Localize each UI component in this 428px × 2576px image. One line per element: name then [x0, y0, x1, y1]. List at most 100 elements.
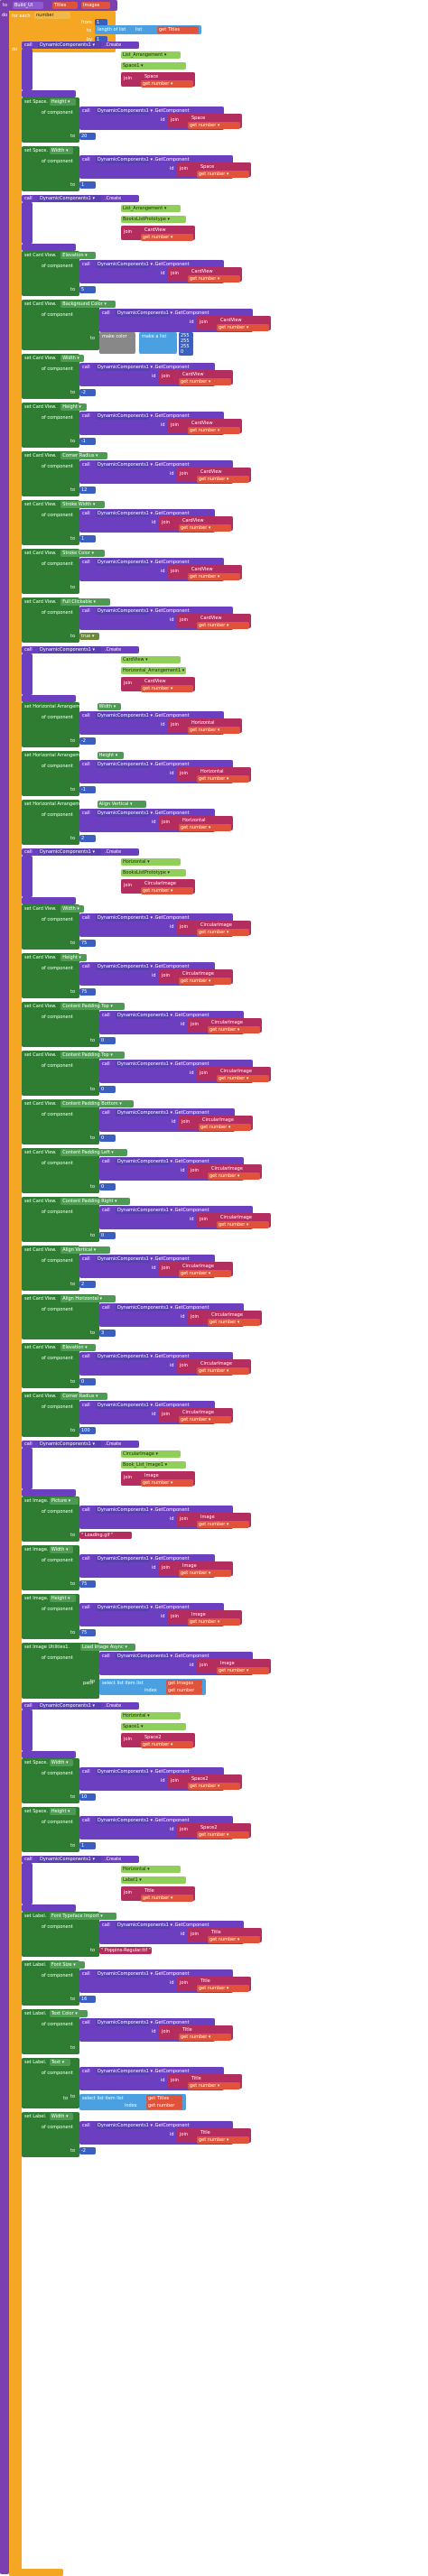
property-pill[interactable]: [49, 1961, 85, 1969]
dyn-components-pill[interactable]: [96, 107, 150, 115]
number-value-pill[interactable]: [79, 438, 96, 445]
set-block-32[interactable]: [22, 1643, 99, 1699]
dyn-components-pill[interactable]: [116, 1061, 170, 1068]
property-pill[interactable]: [60, 905, 85, 913]
id-text-pill[interactable]: [143, 73, 173, 80]
dyn-components-pill[interactable]: [96, 1817, 150, 1824]
property-pill[interactable]: [60, 1100, 134, 1107]
number-value-pill[interactable]: [79, 835, 96, 842]
property-pill[interactable]: [97, 752, 124, 759]
id-text-pill[interactable]: [190, 1775, 220, 1783]
get-number-pill[interactable]: [188, 122, 240, 129]
procedure-name-pill[interactable]: [13, 2, 43, 9]
property-pill[interactable]: [60, 1246, 111, 1254]
dyn-components-pill[interactable]: [116, 1922, 170, 1929]
dyn-components-pill[interactable]: [96, 156, 150, 163]
id-text-pill[interactable]: [143, 227, 173, 234]
get-number-pill[interactable]: [217, 324, 269, 331]
dyn-components-pill[interactable]: [96, 559, 150, 566]
dyn-components-pill[interactable]: [96, 1768, 150, 1775]
id-text-pill[interactable]: [181, 2026, 211, 2034]
get-number-pill[interactable]: [141, 1895, 193, 1902]
white-color-swatch[interactable]: [79, 2044, 92, 2053]
number-value-pill[interactable]: [79, 1281, 96, 1288]
get-number-pill[interactable]: [208, 1319, 260, 1326]
id-text-pill[interactable]: [143, 678, 173, 685]
in-component-pill[interactable]: [121, 1866, 181, 1873]
property-pill[interactable]: [60, 355, 85, 362]
number-value-pill[interactable]: [79, 988, 96, 996]
get-number-pill[interactable]: [179, 978, 231, 985]
number-value-pill[interactable]: [79, 786, 96, 793]
id-text-pill[interactable]: [181, 817, 211, 824]
number-value-pill[interactable]: [79, 1427, 96, 1434]
get-number-pill[interactable]: [179, 1270, 231, 1277]
get-number-pill[interactable]: [141, 80, 193, 88]
number-value-pill[interactable]: [79, 737, 96, 745]
dyn-components-pill[interactable]: [96, 963, 150, 970]
get-number-pill[interactable]: [197, 622, 249, 629]
text-value-pill[interactable]: [79, 1532, 132, 1539]
dyn-components-pill[interactable]: [96, 510, 150, 517]
id-text-pill[interactable]: [143, 1887, 173, 1895]
set-block-14[interactable]: [22, 751, 79, 796]
dyn-components-pill[interactable]: [38, 1441, 101, 1448]
get-number-pill[interactable]: [197, 1367, 249, 1375]
in-component-pill[interactable]: [121, 858, 181, 866]
id-text-pill[interactable]: [199, 468, 229, 476]
get-number-pill[interactable]: [199, 1124, 251, 1131]
number-value-pill[interactable]: [99, 1232, 116, 1239]
by-value-pill[interactable]: [95, 36, 107, 43]
id-text-pill[interactable]: [209, 1311, 240, 1319]
number-value-pill[interactable]: [79, 940, 96, 947]
property-pill[interactable]: [60, 1295, 116, 1302]
get-list-pill[interactable]: [166, 1680, 202, 1687]
get-number-pill[interactable]: [197, 1831, 249, 1839]
get-number-pill[interactable]: [141, 887, 193, 894]
get-number-pill[interactable]: [208, 1026, 260, 1033]
id-text-pill[interactable]: [190, 2075, 220, 2082]
dyn-components-pill[interactable]: [96, 2068, 150, 2075]
get-number-pill[interactable]: [188, 427, 240, 434]
dyn-components-pill[interactable]: [96, 461, 150, 468]
get-number-pill[interactable]: [197, 2136, 249, 2144]
number-value-pill[interactable]: [79, 133, 96, 140]
number-value-pill[interactable]: [79, 1842, 96, 1849]
number-value-pill[interactable]: [79, 389, 96, 396]
dyn-components-pill[interactable]: [38, 42, 101, 49]
get-number-pill[interactable]: [197, 476, 249, 483]
component-name-pill[interactable]: [121, 1876, 186, 1884]
in-component-pill[interactable]: [121, 1712, 181, 1719]
property-pill[interactable]: [60, 954, 88, 961]
component-name-pill[interactable]: [121, 1461, 186, 1469]
number-value-pill[interactable]: [79, 1580, 96, 1588]
property-pill[interactable]: [49, 2010, 88, 2017]
id-text-pill[interactable]: [143, 1734, 173, 1741]
get-number-pill[interactable]: [141, 1741, 193, 1748]
id-text-pill[interactable]: [199, 1514, 229, 1521]
dyn-components-pill[interactable]: [96, 1555, 150, 1562]
dyn-components-pill[interactable]: [38, 848, 101, 856]
property-pill[interactable]: [60, 1052, 126, 1059]
id-text-pill[interactable]: [181, 517, 211, 524]
id-text-pill[interactable]: [219, 1068, 249, 1075]
id-text-pill[interactable]: [181, 1409, 211, 1416]
property-pill[interactable]: [80, 1644, 136, 1651]
get-number-pill[interactable]: [179, 378, 231, 385]
id-text-pill[interactable]: [181, 970, 211, 978]
dyn-components-pill[interactable]: [96, 914, 150, 922]
component-name-pill[interactable]: [121, 1723, 186, 1730]
dyn-components-pill[interactable]: [96, 1353, 150, 1360]
id-text-pill[interactable]: [199, 615, 229, 622]
number-value-pill[interactable]: [79, 1996, 96, 2003]
get-number-pill[interactable]: [188, 1618, 240, 1626]
id-text-pill[interactable]: [181, 1562, 211, 1570]
set-block-40[interactable]: [22, 2058, 79, 2108]
number-value-pill[interactable]: [99, 1135, 116, 1142]
get-number-pill[interactable]: [179, 524, 231, 532]
loop-var-pill[interactable]: [34, 12, 70, 19]
property-pill[interactable]: [97, 801, 147, 808]
dyn-components-pill[interactable]: [116, 1012, 170, 1019]
number-value-pill[interactable]: [79, 535, 96, 542]
dyn-components-pill[interactable]: [96, 1970, 150, 1978]
